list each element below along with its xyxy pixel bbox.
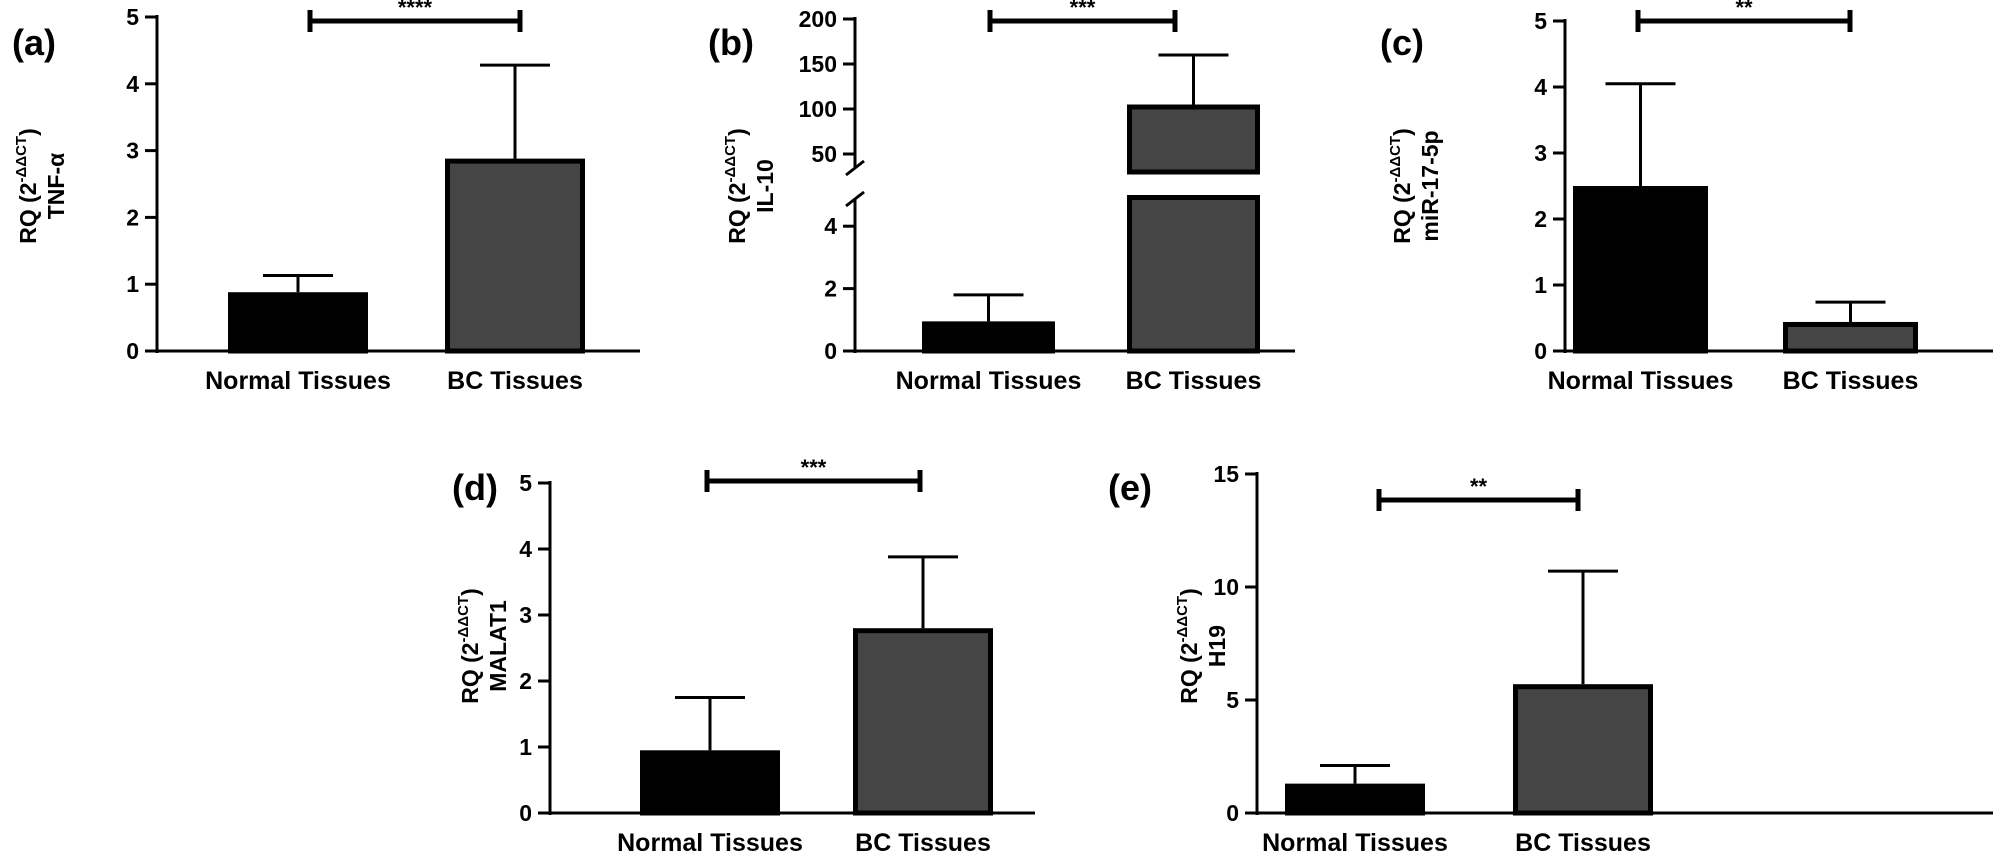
y-axis-gene-label: MALAT1: [485, 600, 511, 692]
y-tick-label: 2: [824, 276, 837, 302]
y-tick-label: 100: [799, 96, 837, 122]
y-tick-label: 200: [799, 6, 837, 32]
y-tick-label: 3: [519, 602, 532, 628]
y-axis-label-prefix: RQ (2: [1176, 642, 1202, 703]
y-axis-label-superscript: -ΔΔCT: [455, 596, 472, 643]
x-tick-label: Normal Tissues: [1548, 367, 1734, 395]
y-tick-label: 4: [824, 213, 837, 239]
y-axis-label-prefix: RQ (2: [15, 182, 41, 243]
y-axis-label-suffix: ): [724, 128, 750, 136]
x-tick-label: BC Tissues: [855, 829, 991, 857]
y-tick-label: 0: [1534, 338, 1547, 364]
y-tick-label: 0: [126, 338, 139, 364]
y-tick-label: 2: [126, 204, 139, 230]
y-axis-label: RQ (2-ΔΔCT): [455, 588, 483, 704]
y-axis-label-suffix: ): [1176, 588, 1202, 596]
chart-panel-b: (b)RQ (2-ΔΔCT)IL-1050100150200024Normal …: [708, 0, 1295, 395]
panel-label: (d): [452, 467, 498, 508]
bar-bc-tissues: [1783, 321, 1918, 354]
x-tick-label: BC Tissues: [1515, 829, 1651, 857]
bar-bc-tissues: [853, 628, 993, 816]
y-tick-label: 3: [126, 138, 139, 164]
y-tick-label: 50: [811, 141, 837, 167]
y-tick-label: 4: [519, 536, 532, 562]
bar-normal-tissues: [640, 750, 780, 816]
bar-bc-tissues: [445, 158, 585, 354]
y-axis-label-superscript: -ΔΔCT: [13, 136, 30, 183]
panel-label: (b): [708, 22, 754, 63]
chart-panel-d: (d) RQ (2-ΔΔCT)MALAT1 0 1 2 3 4 5 Normal Tissues…: [452, 455, 1035, 857]
y-axis-label-superscript: -ΔΔCT: [722, 136, 739, 183]
bar-bc-tissues-upper: [1127, 104, 1260, 175]
y-tick-label: 2: [519, 668, 532, 694]
y-tick-label: 150: [799, 51, 837, 77]
axis-break-mark-lower: [845, 190, 865, 208]
y-tick-label: 5: [1534, 8, 1547, 34]
y-axis-gene-label: H19: [1204, 625, 1230, 667]
x-tick-label: BC Tissues: [1126, 367, 1262, 395]
x-tick-label: Normal Tissues: [617, 829, 803, 857]
bar-bc-tissues-lower: [1127, 195, 1260, 354]
y-axis-label-suffix: ): [15, 128, 41, 136]
y-axis-label-superscript: -ΔΔCT: [1387, 136, 1404, 183]
y-tick-label: 4: [126, 71, 139, 97]
x-tick-label: Normal Tissues: [896, 367, 1082, 395]
y-tick-label: 5: [519, 470, 532, 496]
y-axis-label: RQ (2-ΔΔCT): [13, 128, 41, 244]
y-tick-label: 0: [824, 338, 837, 364]
y-axis-label: RQ (2-ΔΔCT): [1174, 588, 1202, 704]
y-tick-label: 15: [1213, 461, 1239, 487]
panel-label: (c): [1380, 22, 1424, 63]
y-tick-label: 1: [519, 734, 532, 760]
y-axis-label: RQ (2-ΔΔCT): [722, 128, 750, 244]
y-tick-label: 0: [1226, 800, 1239, 826]
y-tick-label: 2: [1534, 206, 1547, 232]
y-tick-label: 10: [1213, 574, 1239, 600]
x-tick-label: Normal Tissues: [205, 367, 391, 395]
x-tick-label: Normal Tissues: [1262, 829, 1448, 857]
y-axis-label: RQ (2-ΔΔCT): [1387, 128, 1415, 244]
significance-stars: ***: [1070, 0, 1096, 20]
panel-label: (e): [1108, 467, 1152, 508]
chart-panel-c: (c) RQ (2-ΔΔCT) miR-17-5p 0 1 2 3 4 5 Normal Tiss…: [1380, 0, 1993, 395]
y-axis-label-superscript: -ΔΔCT: [1174, 596, 1191, 643]
y-axis-gene-label: IL-10: [752, 159, 778, 213]
bar-normal-tissues: [1285, 783, 1425, 816]
y-axis-gene-label: miR-17-5p: [1417, 130, 1443, 241]
significance-stars: ***: [801, 455, 827, 480]
panel-label: (a): [12, 22, 56, 63]
y-axis-gene-label: TNF-α: [43, 153, 69, 220]
significance-stars: **: [1735, 0, 1753, 20]
axis-break-mark-upper: [845, 159, 865, 177]
x-tick-label: BC Tissues: [447, 367, 583, 395]
y-tick-label: 5: [1226, 687, 1239, 713]
y-tick-label: 1: [126, 271, 139, 297]
y-tick-label: 5: [126, 4, 139, 30]
bar-normal-tissues: [1573, 186, 1708, 354]
significance-stars: ****: [398, 0, 433, 20]
y-tick-label: 0: [519, 800, 532, 826]
bar-normal-tissues: [922, 321, 1055, 354]
y-tick-label: 1: [1534, 272, 1547, 298]
y-axis-label-prefix: RQ (2: [724, 182, 750, 243]
significance-stars: **: [1470, 474, 1488, 499]
bar-bc-tissues: [1513, 684, 1653, 816]
x-tick-label: BC Tissues: [1783, 367, 1919, 395]
y-axis-label-prefix: RQ (2: [457, 642, 483, 703]
y-axis-label-suffix: ): [457, 588, 483, 596]
y-axis-label-suffix: ): [1389, 128, 1415, 136]
y-tick-label: 3: [1534, 140, 1547, 166]
y-axis-label-prefix: RQ (2: [1389, 182, 1415, 243]
bar-normal-tissues: [228, 292, 368, 354]
y-tick-label: 4: [1534, 74, 1547, 100]
